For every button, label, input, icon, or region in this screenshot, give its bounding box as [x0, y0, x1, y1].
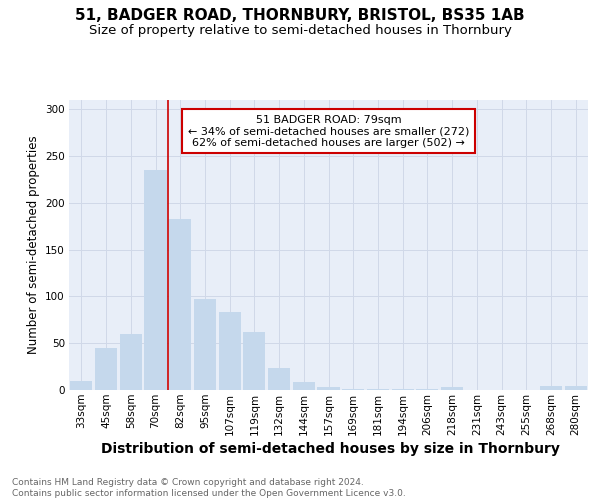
Bar — [540, 386, 562, 390]
Bar — [95, 348, 117, 390]
Bar — [169, 219, 191, 390]
Text: Distribution of semi-detached houses by size in Thornbury: Distribution of semi-detached houses by … — [101, 442, 559, 456]
Text: 51 BADGER ROAD: 79sqm
← 34% of semi-detached houses are smaller (272)
62% of sem: 51 BADGER ROAD: 79sqm ← 34% of semi-deta… — [188, 114, 469, 148]
Y-axis label: Number of semi-detached properties: Number of semi-detached properties — [26, 136, 40, 354]
Text: Size of property relative to semi-detached houses in Thornbury: Size of property relative to semi-detach… — [89, 24, 511, 37]
Bar — [441, 387, 463, 390]
Bar — [317, 387, 340, 390]
Bar — [268, 368, 290, 390]
Bar — [218, 312, 241, 390]
Bar — [243, 332, 265, 390]
Bar — [194, 300, 216, 390]
Bar — [565, 386, 587, 390]
Text: 51, BADGER ROAD, THORNBURY, BRISTOL, BS35 1AB: 51, BADGER ROAD, THORNBURY, BRISTOL, BS3… — [75, 8, 525, 22]
Bar — [70, 380, 92, 390]
Text: Contains HM Land Registry data © Crown copyright and database right 2024.
Contai: Contains HM Land Registry data © Crown c… — [12, 478, 406, 498]
Bar — [145, 170, 167, 390]
Bar — [416, 389, 439, 390]
Bar — [367, 389, 389, 390]
Bar — [119, 334, 142, 390]
Bar — [293, 382, 315, 390]
Bar — [392, 389, 414, 390]
Bar — [342, 389, 364, 390]
